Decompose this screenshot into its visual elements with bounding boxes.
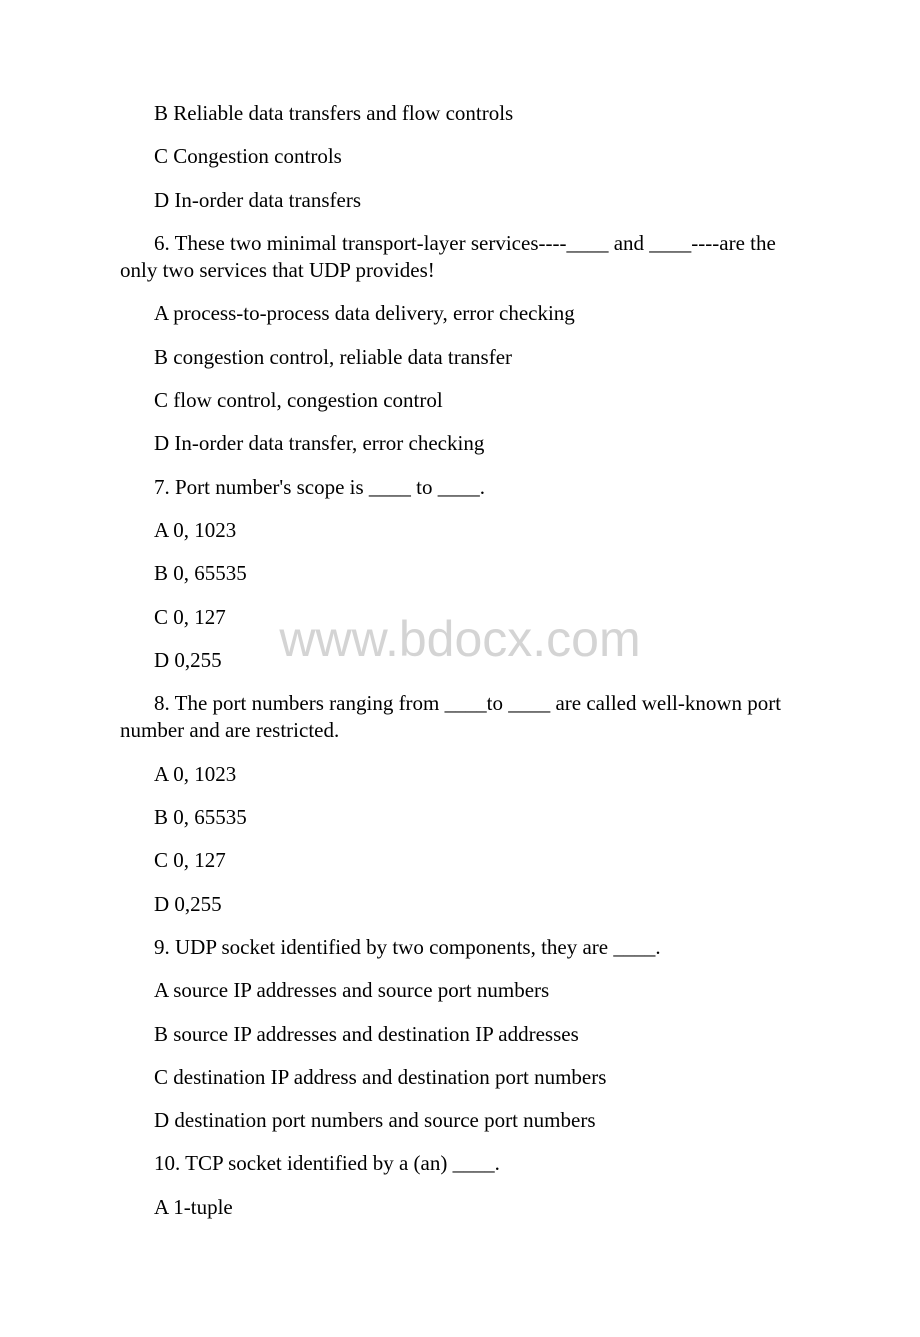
option-7a: A 0, 1023 <box>120 517 800 544</box>
option-7d: D 0,255 <box>120 647 800 674</box>
option-6b: B congestion control, reliable data tran… <box>120 344 800 371</box>
option-9a: A source IP addresses and source port nu… <box>120 977 800 1004</box>
option-6d: D In-order data transfer, error checking <box>120 430 800 457</box>
question-6: 6. These two minimal transport-layer ser… <box>120 230 800 285</box>
option-9b: B source IP addresses and destination IP… <box>120 1021 800 1048</box>
option-9c: C destination IP address and destination… <box>120 1064 800 1091</box>
option-8a: A 0, 1023 <box>120 761 800 788</box>
option-7b: B 0, 65535 <box>120 560 800 587</box>
option-8b: B 0, 65535 <box>120 804 800 831</box>
option-d: D In-order data transfers <box>120 187 800 214</box>
option-9d: D destination port numbers and source po… <box>120 1107 800 1134</box>
question-8: 8. The port numbers ranging from ____to … <box>120 690 800 745</box>
option-8d: D 0,255 <box>120 891 800 918</box>
option-b: B Reliable data transfers and flow contr… <box>120 100 800 127</box>
question-7: 7. Port number's scope is ____ to ____. <box>120 474 800 501</box>
option-10a: A 1-tuple <box>120 1194 800 1221</box>
document-content: B Reliable data transfers and flow contr… <box>120 100 800 1221</box>
option-6c: C flow control, congestion control <box>120 387 800 414</box>
option-8c: C 0, 127 <box>120 847 800 874</box>
option-6a: A process-to-process data delivery, erro… <box>120 300 800 327</box>
option-7c: C 0, 127 <box>120 604 800 631</box>
option-c: C Congestion controls <box>120 143 800 170</box>
question-10: 10. TCP socket identified by a (an) ____… <box>120 1150 800 1177</box>
question-9: 9. UDP socket identified by two componen… <box>120 934 800 961</box>
